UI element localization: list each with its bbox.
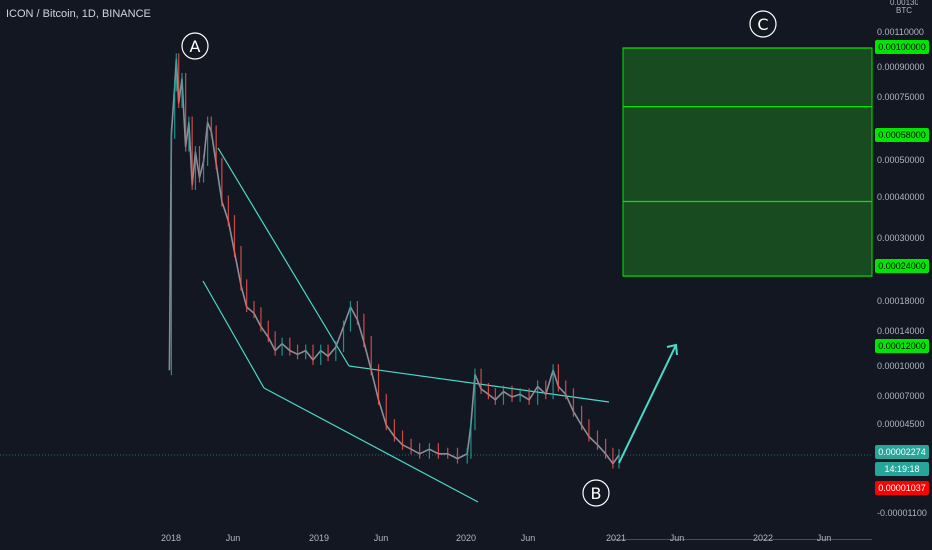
target-zone-rect (622, 47, 873, 277)
price-badge (875, 259, 929, 273)
annotation-label-a: A (190, 37, 201, 56)
price-badge (875, 339, 929, 353)
x-tick-label: Jun (226, 533, 241, 543)
wedge-lower-line-a (202, 280, 265, 389)
arrow-shaft (618, 344, 677, 464)
y-tick-label: 0.00014000 (877, 326, 925, 336)
trendlines (202, 147, 610, 503)
y-tick-label: 0.00004500 (877, 419, 925, 429)
y-tick-label: 0.00090000 (877, 62, 925, 72)
annotation-circle-b (582, 479, 610, 507)
price-badge-label: 14:19:18 (884, 464, 919, 474)
price-badge (875, 40, 929, 54)
annotation-label-c: C (757, 15, 768, 34)
price-badge-label: 0.00012000 (878, 341, 926, 351)
target-zone (622, 47, 873, 277)
price-badge-label: 0.00001037 (878, 483, 926, 493)
y-tick-label: 0.00030000 (877, 233, 925, 243)
currency-label[interactable]: 0.00130000 BTC (890, 0, 918, 20)
arrow-head (666, 343, 678, 356)
y-tick-label: 0.00007000 (877, 391, 925, 401)
y-tick-label: 0.00075000 (877, 92, 925, 102)
x-tick-label: 2020 (456, 533, 476, 543)
y-axis: 0.00110000 0.00090000 0.00075000 0.00050000… (877, 27, 927, 518)
x-tick-label: Jun (817, 533, 832, 543)
price-badges: 0.00100000 0.00058000 0.00024000 0.00012000… (875, 40, 929, 495)
x-tick-label: 2018 (161, 533, 181, 543)
price-badge-label: 0.00100000 (878, 42, 926, 52)
x-axis: 2018 Jun 2019 Jun 2020 Jun 2021 Jun 2022 Jun (161, 533, 831, 543)
y-tick-label: 0.00040000 (877, 192, 925, 202)
price-badge (875, 481, 929, 495)
annotation-label-b: B (591, 484, 602, 503)
y-tick-label: 0.00010000 (877, 361, 925, 371)
x-tick-label: 2022 (753, 533, 773, 543)
x-tick-label: 2019 (309, 533, 329, 543)
top-cut-label: 0.00130000 (890, 0, 918, 6)
wedge-upper-line (217, 147, 350, 367)
price-badge (875, 462, 929, 476)
y-tick-label: 0.00018000 (877, 296, 925, 306)
annotation-circle-c (749, 10, 777, 38)
wedge-lower-line-b (263, 387, 479, 503)
price-line (168, 58, 620, 465)
y-tick-label: -0.00001100 (877, 508, 927, 518)
price-badge-label: 0.00058000 (878, 130, 926, 140)
annotation-circle-a (181, 32, 209, 60)
x-tick-label: Jun (670, 533, 685, 543)
price-badge (875, 128, 929, 142)
grid (0, 454, 872, 540)
price-badge (875, 445, 929, 459)
projection-arrow (618, 343, 678, 464)
y-tick-label: 0.00110000 (877, 27, 924, 37)
price-series (168, 53, 620, 469)
chart-title: ICON / Bitcoin, 1D, BINANCE (6, 8, 151, 20)
x-tick-label: Jun (374, 533, 389, 543)
currency-code: BTC (896, 6, 912, 15)
price-badge-label: 0.00002274 (878, 447, 926, 457)
annotations: A B C (181, 10, 777, 507)
x-tick-label: 2021 (606, 533, 626, 543)
price-badge-label: 0.00024000 (878, 261, 926, 271)
y-tick-label: 0.00050000 (877, 155, 925, 165)
x-tick-label: Jun (521, 533, 536, 543)
